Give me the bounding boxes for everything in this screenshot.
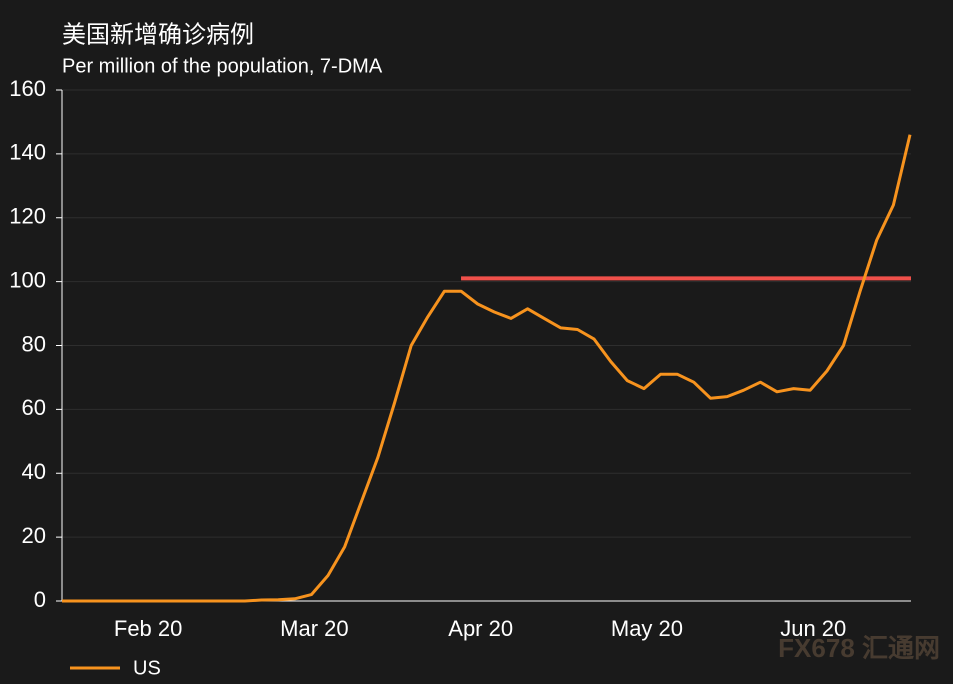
- x-tick-label: Jun 20: [780, 616, 846, 641]
- y-tick-label: 160: [9, 76, 46, 101]
- y-tick-label: 40: [22, 459, 46, 484]
- y-tick-label: 20: [22, 523, 46, 548]
- y-tick-label: 60: [22, 395, 46, 420]
- x-tick-label: Apr 20: [448, 616, 513, 641]
- y-tick-label: 80: [22, 331, 46, 356]
- y-tick-label: 100: [9, 267, 46, 292]
- y-tick-label: 0: [34, 587, 46, 612]
- y-tick-label: 120: [9, 204, 46, 229]
- series-line: [62, 134, 912, 603]
- y-tick-label: 140: [9, 140, 46, 165]
- chart-subtitle: Per million of the population, 7-DMA: [62, 55, 383, 77]
- watermark: FX678 汇通网: [778, 633, 940, 663]
- chart-title: 美国新增确诊病例: [62, 21, 254, 48]
- x-tick-label: May 20: [611, 616, 683, 641]
- legend-label: US: [133, 657, 161, 679]
- x-tick-label: Feb 20: [114, 616, 183, 641]
- x-tick-label: Mar 20: [280, 616, 348, 641]
